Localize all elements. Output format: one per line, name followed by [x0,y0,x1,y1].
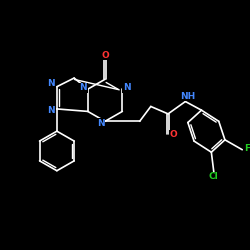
Text: F: F [244,144,250,153]
Text: N: N [48,79,55,88]
Text: Cl: Cl [209,172,219,182]
Text: N: N [123,84,130,92]
Text: N: N [80,84,87,92]
Text: N: N [97,119,104,128]
Text: N: N [48,106,55,115]
Text: O: O [101,50,109,59]
Text: O: O [170,130,177,140]
Text: NH: NH [180,92,196,100]
